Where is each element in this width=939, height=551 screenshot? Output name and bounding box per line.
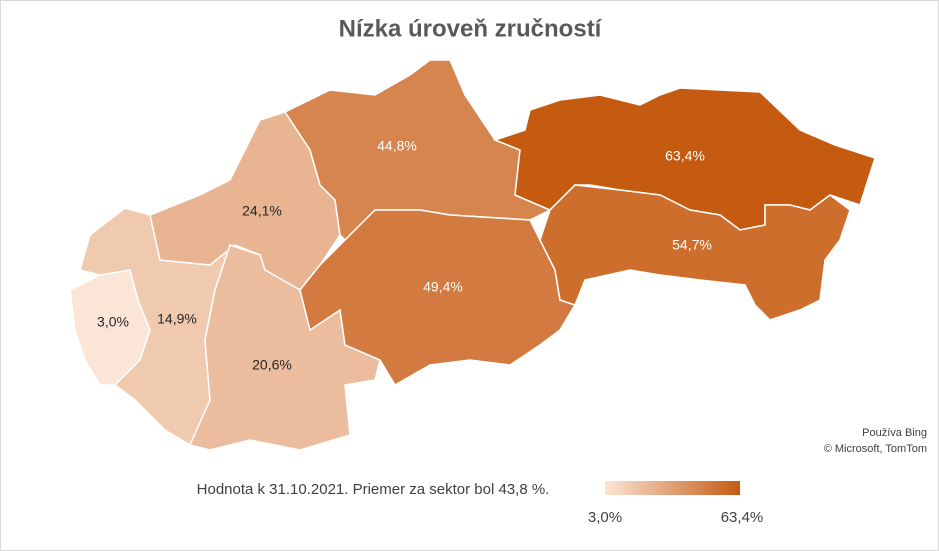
- map: 3,0% 14,9% 24,1% 20,6% 44,8% 49,4% 63,4% 54,7%: [69, 59, 876, 451]
- data-label: 44,8%: [377, 138, 417, 154]
- data-label: 24,1%: [242, 203, 282, 219]
- data-label: 54,7%: [672, 237, 712, 253]
- attribution: Používa Bing: [862, 427, 927, 439]
- data-label: 63,4%: [665, 148, 705, 164]
- data-label: 20,6%: [252, 357, 292, 373]
- scale-label: 63,4%: [721, 509, 764, 526]
- data-label: 49,4%: [423, 279, 463, 295]
- color-scale: [605, 481, 740, 495]
- chart-title: Nízka úroveň zručností: [339, 15, 603, 42]
- region: [299, 209, 577, 387]
- data-label: 3,0%: [97, 314, 129, 330]
- data-label: 14,9%: [157, 311, 197, 327]
- attribution: © Microsoft, TomTom: [824, 443, 927, 455]
- scale-label: 3,0%: [588, 509, 622, 526]
- region: [539, 184, 851, 321]
- footnote: Hodnota k 31.10.2021. Priemer za sektor …: [197, 481, 550, 498]
